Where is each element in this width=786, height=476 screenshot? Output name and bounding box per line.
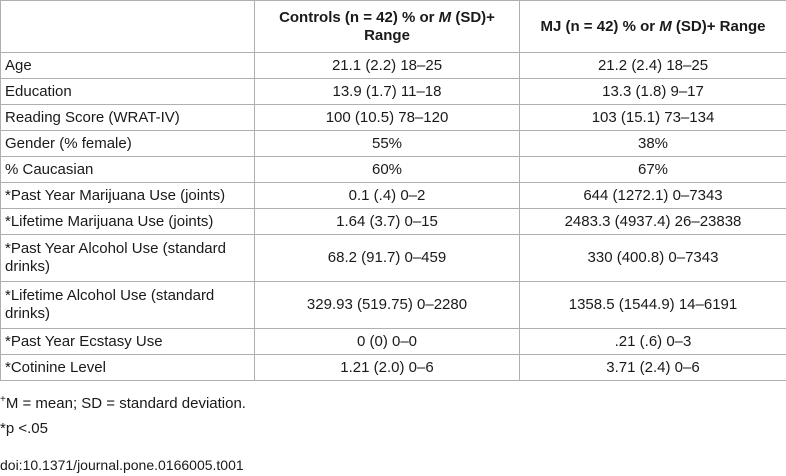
- table-row: Gender (% female) 55% 38%: [0, 130, 786, 157]
- table-row: *Lifetime Marijuana Use (joints) 1.64 (3…: [0, 208, 786, 235]
- mj-value: 644 (1272.1) 0–7343: [519, 182, 786, 209]
- row-label: *Lifetime Alcohol Use (standard drinks): [0, 281, 255, 329]
- table-row: *Lifetime Alcohol Use (standard drinks) …: [0, 281, 786, 329]
- mj-value: 13.3 (1.8) 9–17: [519, 78, 786, 105]
- controls-value: 68.2 (91.7) 0–459: [254, 234, 520, 282]
- controls-value: 0.1 (.4) 0–2: [254, 182, 520, 209]
- mj-value: 67%: [519, 156, 786, 183]
- mj-value: 1358.5 (1544.9) 14–6191: [519, 281, 786, 329]
- footnote-significance: *p <.05: [0, 420, 48, 437]
- table-row: Reading Score (WRAT-IV) 100 (10.5) 78–12…: [0, 104, 786, 131]
- doi-link[interactable]: doi:10.1371/journal.pone.0166005.t001: [0, 457, 244, 473]
- row-label: Gender (% female): [0, 130, 255, 157]
- mj-value: 21.2 (2.4) 18–25: [519, 52, 786, 79]
- footnote-mark: +: [0, 394, 6, 405]
- mj-value: 2483.3 (4937.4) 26–23838: [519, 208, 786, 235]
- header-controls: Controls (n = 42) % or M (SD)+ Range: [254, 0, 520, 53]
- controls-value: 0 (0) 0–0: [254, 328, 520, 355]
- table-row: *Past Year Marijuana Use (joints) 0.1 (.…: [0, 182, 786, 209]
- mj-value: 3.71 (2.4) 0–6: [519, 354, 786, 381]
- mj-value: .21 (.6) 0–3: [519, 328, 786, 355]
- row-label: *Past Year Alcohol Use (standard drinks): [0, 234, 255, 282]
- table-row: Age 21.1 (2.2) 18–25 21.2 (2.4) 18–25: [0, 52, 786, 79]
- controls-value: 1.64 (3.7) 0–15: [254, 208, 520, 235]
- table-header-row: Controls (n = 42) % or M (SD)+ Range MJ …: [0, 0, 786, 53]
- row-label: *Lifetime Marijuana Use (joints): [0, 208, 255, 235]
- row-label: *Past Year Marijuana Use (joints): [0, 182, 255, 209]
- controls-value: 13.9 (1.7) 11–18: [254, 78, 520, 105]
- table-row: *Cotinine Level 1.21 (2.0) 0–6 3.71 (2.4…: [0, 354, 786, 381]
- controls-value: 100 (10.5) 78–120: [254, 104, 520, 131]
- controls-value: 329.93 (519.75) 0–2280: [254, 281, 520, 329]
- mj-value: 38%: [519, 130, 786, 157]
- controls-value: 60%: [254, 156, 520, 183]
- controls-value: 21.1 (2.2) 18–25: [254, 52, 520, 79]
- controls-value: 1.21 (2.0) 0–6: [254, 354, 520, 381]
- row-label: % Caucasian: [0, 156, 255, 183]
- row-label: *Past Year Ecstasy Use: [0, 328, 255, 355]
- mj-value: 103 (15.1) 73–134: [519, 104, 786, 131]
- footnote-mean-sd: +M = mean; SD = standard deviation.: [0, 394, 246, 413]
- table-row: *Past Year Ecstasy Use 0 (0) 0–0 .21 (.6…: [0, 328, 786, 355]
- row-label: Reading Score (WRAT-IV): [0, 104, 255, 131]
- row-label: *Cotinine Level: [0, 354, 255, 381]
- controls-value: 55%: [254, 130, 520, 157]
- demographics-table: Controls (n = 42) % or M (SD)+ Range MJ …: [0, 0, 786, 381]
- table-row: Education 13.9 (1.7) 11–18 13.3 (1.8) 9–…: [0, 78, 786, 105]
- header-mj: MJ (n = 42) % or M (SD)+ Range: [519, 0, 786, 53]
- mj-value: 330 (400.8) 0–7343: [519, 234, 786, 282]
- row-label: Education: [0, 78, 255, 105]
- table-row: % Caucasian 60% 67%: [0, 156, 786, 183]
- table-row: *Past Year Alcohol Use (standard drinks)…: [0, 234, 786, 282]
- footnote-text: M = mean; SD = standard deviation.: [5, 395, 246, 412]
- row-label: Age: [0, 52, 255, 79]
- header-empty: [0, 0, 255, 53]
